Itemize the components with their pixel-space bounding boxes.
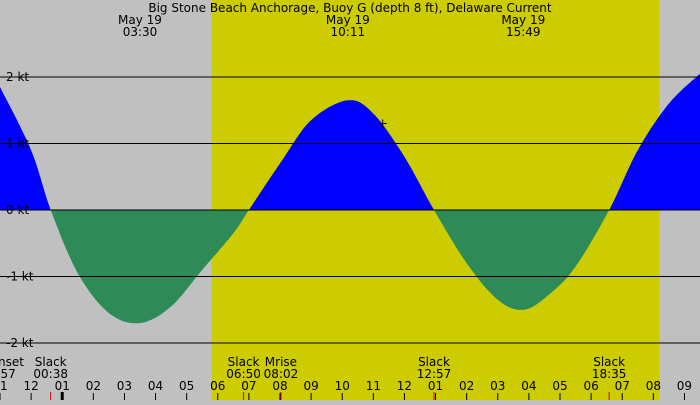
x-tick-label: 04	[521, 379, 536, 393]
bottom-labels: Moonset22:57Slack00:38Slack06:50Mrise08:…	[0, 355, 626, 400]
x-tick-label: 11	[0, 379, 8, 393]
x-tick-label: 03	[490, 379, 505, 393]
top-date-label: May 19	[326, 13, 370, 27]
x-tick-label: 09	[303, 379, 318, 393]
x-tick-label: 05	[552, 379, 567, 393]
y-tick-label: 2 kt	[6, 70, 29, 84]
top-date-label: May 19	[501, 13, 545, 27]
x-tick-label: 01	[55, 379, 70, 393]
x-axis-ticks: 11 12 01 02 03 04 05 06 07 08 09 10 11 12 01 02 03 04 05 06…	[0, 379, 692, 400]
x-tick-label: 02	[459, 379, 474, 393]
event-label: Slack	[418, 355, 450, 369]
event-time-label: 12:57	[417, 367, 452, 381]
flood-area	[0, 87, 51, 210]
top-time-label: 03:30	[123, 25, 158, 39]
event-time-label: 08:02	[264, 367, 299, 381]
current-marker	[378, 119, 387, 128]
x-tick-label: 06	[210, 379, 225, 393]
x-tick-label: 01	[428, 379, 443, 393]
event-label: Slack	[228, 355, 260, 369]
x-tick-label: 04	[148, 379, 163, 393]
current-areas	[0, 73, 700, 324]
y-tick-label: 0 kt	[6, 203, 29, 217]
x-tick-label: 12	[397, 379, 412, 393]
event-time-label: 22:57	[0, 367, 16, 381]
top-time-label: 10:11	[331, 25, 366, 39]
y-tick-label: -2 kt	[6, 336, 34, 350]
gridlines	[0, 76, 700, 344]
ebb-area	[50, 210, 249, 324]
ebb-area	[434, 210, 610, 310]
x-tick-label: 07	[241, 379, 256, 393]
y-tick-label: 1 kt	[6, 137, 29, 151]
x-tick-label: 05	[179, 379, 194, 393]
y-axis-labels: 2 kt 1 kt 0 kt -1 kt -2 kt	[6, 70, 34, 350]
event-label: Moonset	[0, 355, 24, 369]
event-label: Mrise	[265, 355, 297, 369]
event-time-label: 18:35	[592, 367, 627, 381]
x-tick-label: 08	[272, 379, 287, 393]
event-label: Slack	[593, 355, 625, 369]
flood-area	[609, 73, 700, 210]
top-time-label: 15:49	[506, 25, 541, 39]
x-tick-label: 09	[677, 379, 692, 393]
flood-area	[248, 100, 434, 210]
x-tick-label: 03	[117, 379, 132, 393]
x-tick-label: 12	[23, 379, 38, 393]
x-tick-label: 08	[646, 379, 661, 393]
event-time-label: 06:50	[226, 367, 261, 381]
y-tick-label: -1 kt	[6, 270, 34, 284]
x-tick-label: 10	[335, 379, 350, 393]
top-date-label: May 19	[118, 13, 162, 27]
x-tick-label: 07	[615, 379, 630, 393]
chart-title: Big Stone Beach Anchorage, Buoy G (depth…	[148, 1, 552, 15]
x-tick-label: 11	[366, 379, 381, 393]
x-tick-label: 06	[583, 379, 598, 393]
event-label: Slack	[35, 355, 67, 369]
x-tick-label: 02	[86, 379, 101, 393]
event-time-label: 00:38	[33, 367, 68, 381]
